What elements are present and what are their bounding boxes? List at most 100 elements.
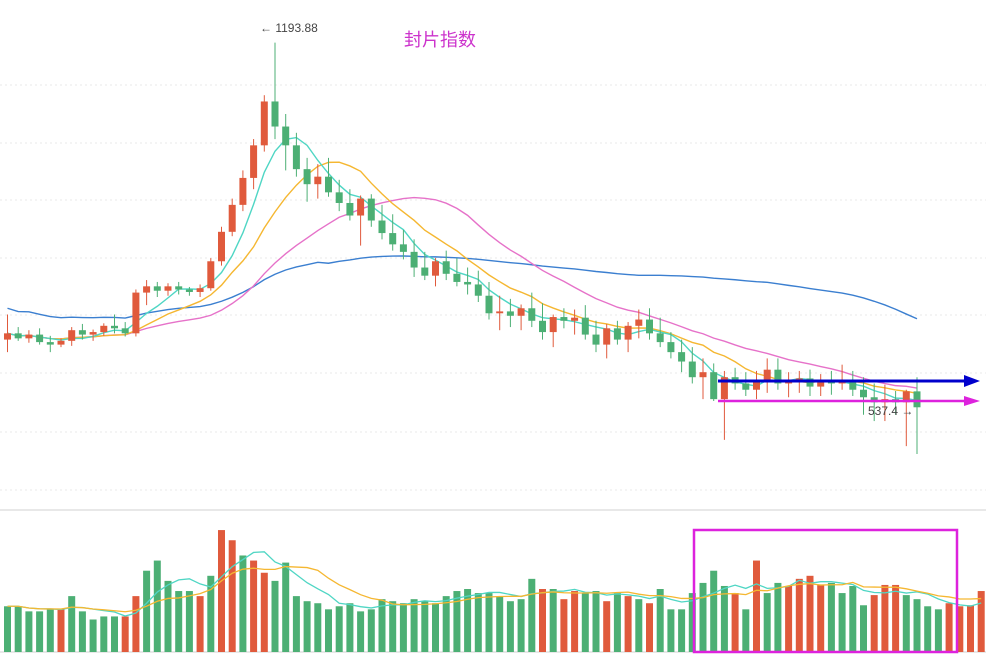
volume-bar (667, 609, 675, 652)
volume-bar (977, 591, 985, 652)
candle-body (635, 319, 643, 326)
candle-body (464, 281, 472, 285)
volume-bar (496, 596, 504, 652)
candle-body (592, 334, 600, 345)
candle-body (656, 333, 664, 343)
volume-bar (335, 606, 343, 652)
candle-body (496, 311, 504, 314)
volume-bar (218, 530, 225, 652)
volume-bar (720, 585, 728, 652)
candle-body (624, 325, 632, 340)
high-annotation: ← 1193.88 (260, 21, 318, 35)
candle-body (774, 369, 782, 384)
candle-body (36, 334, 44, 343)
candle-body (389, 233, 397, 245)
volume-bar (143, 570, 151, 652)
candle-body (528, 308, 536, 321)
volume-bar (453, 591, 461, 652)
volume-bar (549, 589, 557, 652)
candle-body (485, 295, 493, 314)
volume-bar (111, 616, 118, 652)
volume-bar (892, 584, 900, 652)
volume-bar (485, 593, 493, 652)
volume-bar (517, 599, 525, 652)
volume-bar (742, 609, 750, 652)
candle-body (282, 126, 290, 146)
candle-body (100, 325, 108, 333)
volume-bar (827, 582, 835, 652)
volume-bar (357, 611, 365, 652)
volume-bar (934, 609, 942, 652)
volume-bar (271, 580, 279, 652)
volume-bar (881, 584, 889, 652)
candle-body (453, 273, 461, 282)
candle-body (14, 333, 22, 339)
volume-bar (870, 595, 878, 652)
candle-body (185, 289, 193, 292)
volume-bar (303, 601, 311, 652)
volume-bar (539, 589, 546, 652)
candle-body (164, 286, 172, 291)
candle-body (742, 383, 750, 390)
volume-bar (325, 609, 332, 652)
candle-body (560, 317, 568, 321)
candle-body (143, 286, 151, 293)
candle-body (517, 308, 525, 316)
candle-body (175, 286, 183, 290)
candle-body (806, 378, 814, 387)
volume-bar (389, 601, 397, 652)
volume-bar (817, 584, 825, 652)
candle-body (913, 391, 921, 408)
candle-body (335, 192, 343, 203)
candle-body (207, 261, 215, 289)
ma60-line (7, 255, 918, 320)
candle-body (218, 231, 225, 262)
candle-body (346, 202, 354, 216)
candle-body (699, 372, 707, 378)
candle-body (314, 176, 322, 185)
volume-bar (699, 582, 707, 652)
volume-bar (656, 589, 664, 652)
candle-body (303, 169, 311, 185)
volume-bar (860, 605, 867, 652)
volume-bar (346, 603, 354, 652)
volume-bar (731, 593, 739, 652)
candle-body (421, 267, 429, 276)
candle-body (25, 334, 33, 339)
highlight-box (692, 528, 959, 654)
volume-ma5-line (7, 551, 982, 617)
volume-bar (78, 611, 86, 652)
volume-bar (207, 575, 215, 652)
volume-bar (474, 593, 482, 652)
volume-bar (4, 606, 11, 652)
candle-body (763, 369, 771, 381)
volume-bar (967, 605, 974, 652)
volume-bar (250, 560, 258, 652)
volume-bar (432, 603, 439, 652)
candle-body (250, 145, 258, 178)
arrow-head-blue (964, 375, 980, 387)
volume-bar (763, 593, 771, 652)
volume-bar (292, 596, 300, 652)
volume-bar (710, 570, 718, 652)
volume-bar (421, 601, 429, 652)
volume-bar (68, 596, 76, 652)
volume-bar (121, 616, 129, 652)
volume-bar (646, 603, 653, 652)
candle-body (613, 328, 621, 340)
volume-bar (624, 596, 632, 652)
volume-bar (378, 599, 386, 652)
volume-bar (945, 603, 953, 652)
volume-bar (100, 616, 108, 652)
volume-bar (581, 593, 589, 652)
volume-bar (25, 611, 33, 652)
volume-bar (367, 609, 375, 652)
chart-title: 封片指数 (404, 30, 476, 51)
candle-body (4, 333, 11, 340)
candle-body (78, 330, 86, 335)
volume-bar (57, 609, 65, 652)
candle-body (367, 198, 375, 221)
candle-body (89, 332, 97, 335)
candle-body (239, 177, 247, 205)
